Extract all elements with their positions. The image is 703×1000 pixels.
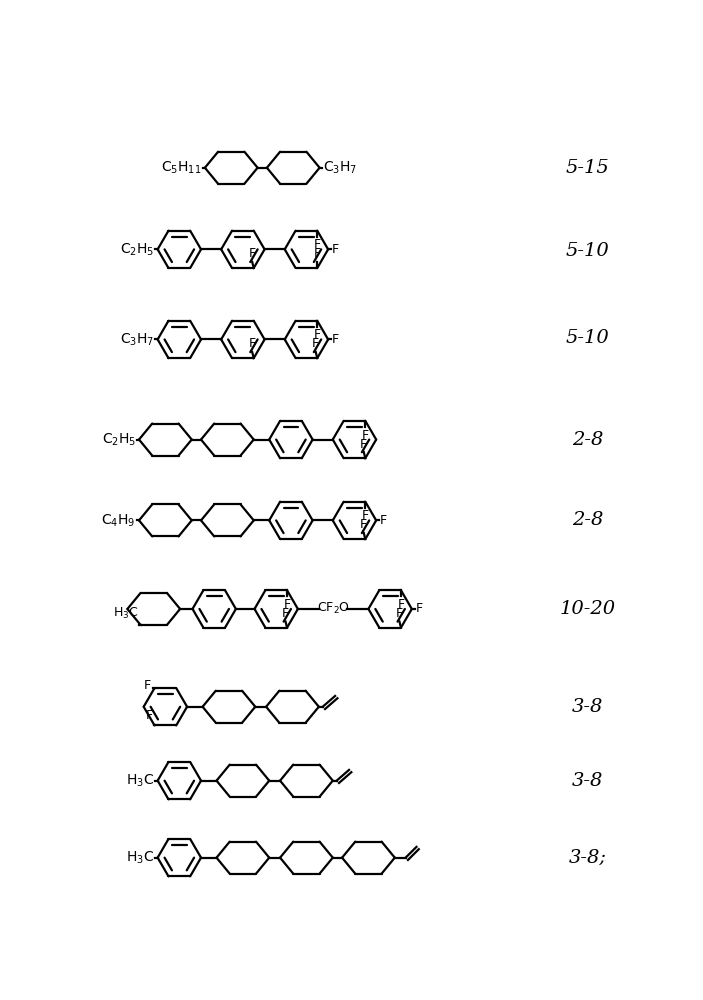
Text: F: F — [283, 598, 290, 611]
Text: 5-10: 5-10 — [566, 329, 610, 347]
Text: F: F — [282, 607, 289, 620]
Text: F: F — [332, 333, 339, 346]
Text: F: F — [249, 337, 256, 350]
Text: 2-8: 2-8 — [572, 511, 603, 529]
Text: F: F — [314, 238, 321, 251]
Text: F: F — [396, 607, 403, 620]
Text: F: F — [314, 247, 321, 260]
Text: H$_3$C: H$_3$C — [112, 606, 138, 621]
Text: F: F — [415, 602, 423, 615]
Text: H$_3$C: H$_3$C — [127, 849, 155, 866]
Text: F: F — [314, 328, 321, 341]
Text: H$_3$C: H$_3$C — [127, 772, 155, 789]
Text: F: F — [360, 518, 368, 531]
Text: 3-8: 3-8 — [572, 698, 603, 716]
Text: C$_2$H$_5$: C$_2$H$_5$ — [101, 431, 136, 448]
Text: F: F — [312, 337, 319, 350]
Text: F: F — [362, 509, 369, 522]
Text: CF$_2$O: CF$_2$O — [316, 601, 349, 616]
Text: 3-8;: 3-8; — [569, 849, 607, 867]
Text: 5-15: 5-15 — [566, 159, 610, 177]
Text: 10-20: 10-20 — [560, 600, 616, 618]
Text: C$_3$H$_7$: C$_3$H$_7$ — [120, 331, 155, 348]
Text: 3-8: 3-8 — [572, 772, 603, 790]
Text: F: F — [332, 243, 339, 256]
Text: F: F — [380, 514, 387, 527]
Text: F: F — [397, 598, 404, 611]
Text: C$_5$H$_{11}$: C$_5$H$_{11}$ — [162, 160, 202, 176]
Text: F: F — [362, 429, 369, 442]
Text: F: F — [360, 438, 368, 451]
Text: C$_4$H$_9$: C$_4$H$_9$ — [101, 512, 136, 529]
Text: C$_3$H$_7$: C$_3$H$_7$ — [323, 160, 357, 176]
Text: F: F — [249, 247, 256, 260]
Text: F: F — [143, 679, 150, 692]
Text: 5-10: 5-10 — [566, 242, 610, 260]
Text: F: F — [146, 709, 153, 722]
Text: C$_2$H$_5$: C$_2$H$_5$ — [120, 241, 155, 258]
Text: 2-8: 2-8 — [572, 431, 603, 449]
